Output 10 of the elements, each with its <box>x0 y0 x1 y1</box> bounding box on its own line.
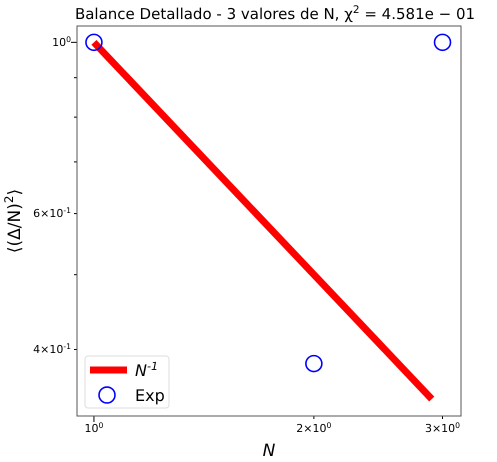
y-tick-label: 10$^{0}$ <box>52 34 72 49</box>
legend-label: N$^{-1}$ <box>135 360 158 380</box>
legend-label: Exp <box>135 386 165 405</box>
chart-title: Balance Detallado - 3 valores de N, χ$^{2}$ = 4.581e − 01 <box>74 4 476 23</box>
x-axis-title: N <box>262 441 276 461</box>
x-tick-label: 10$^{0}$ <box>84 420 104 435</box>
y-tick-label: 6×10$^{-1}$ <box>33 206 72 220</box>
x-tick-label: 3×10$^{0}$ <box>424 420 460 435</box>
x-tick-label: 2×10$^{0}$ <box>296 420 332 435</box>
y-tick-label: 4×10$^{-1}$ <box>33 342 72 356</box>
